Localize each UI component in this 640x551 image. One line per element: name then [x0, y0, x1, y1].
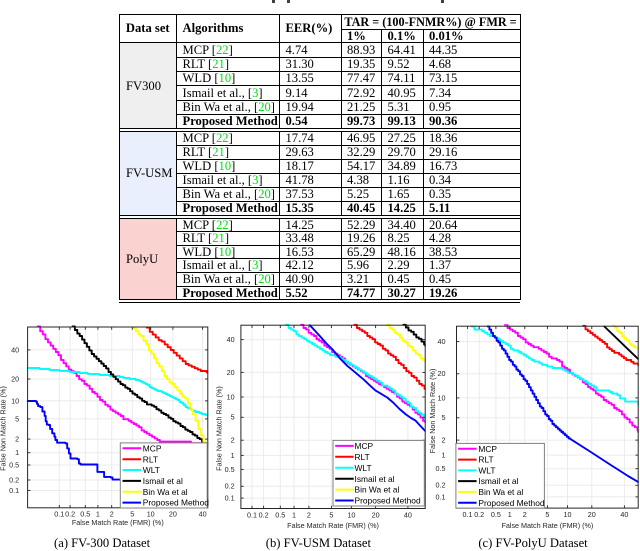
- svg-text:2: 2: [15, 435, 19, 444]
- svg-text:1: 1: [231, 451, 235, 460]
- svg-text:Ismail et al: Ismail et al: [478, 476, 518, 486]
- svg-text:5: 5: [231, 413, 235, 422]
- svg-text:20: 20: [438, 369, 446, 378]
- svg-text:0.5: 0.5: [225, 465, 235, 474]
- svg-text:WLT: WLT: [143, 465, 160, 475]
- svg-text:0.2: 0.2: [474, 510, 484, 519]
- svg-text:Bin Wa et al: Bin Wa et al: [478, 487, 523, 497]
- svg-text:MCP: MCP: [143, 443, 162, 453]
- svg-text:MCP: MCP: [355, 441, 374, 451]
- svg-text:MCP: MCP: [478, 444, 497, 454]
- svg-text:10: 10: [438, 393, 446, 402]
- svg-text:0.1: 0.1: [225, 494, 235, 503]
- svg-text:Bin Wa et al: Bin Wa et al: [143, 487, 188, 497]
- svg-text:2: 2: [307, 510, 311, 519]
- svg-text:5: 5: [442, 413, 446, 422]
- svg-text:2: 2: [523, 510, 527, 519]
- svg-text:0.2: 0.2: [436, 481, 446, 490]
- svg-text:5: 5: [15, 414, 19, 423]
- svg-text:Ismail et al: Ismail et al: [355, 474, 395, 484]
- svg-text:WLT: WLT: [355, 463, 372, 473]
- svg-text:0.2: 0.2: [259, 510, 269, 519]
- svg-text:1: 1: [96, 510, 100, 519]
- svg-text:RLT: RLT: [355, 452, 370, 462]
- svg-text:False Non Match Rate (%): False Non Match Rate (%): [428, 369, 437, 454]
- svg-text:10: 10: [11, 396, 19, 405]
- svg-text:RLT: RLT: [478, 455, 493, 465]
- svg-text:0.1: 0.1: [463, 510, 473, 519]
- svg-text:WLT: WLT: [478, 466, 495, 476]
- svg-text:0.5: 0.5: [275, 510, 285, 519]
- svg-text:1: 1: [292, 510, 296, 519]
- svg-text:False Non Match Rate (%): False Non Match Rate (%): [214, 386, 223, 471]
- svg-text:1: 1: [508, 510, 512, 519]
- svg-text:0.2: 0.2: [65, 510, 75, 519]
- svg-text:False Match Rate (FMR) (%): False Match Rate (FMR) (%): [501, 521, 593, 530]
- svg-text:(c) FV-PolyU Dataset: (c) FV-PolyU Dataset: [478, 536, 588, 550]
- svg-text:5: 5: [130, 510, 134, 519]
- svg-text:0.1: 0.1: [247, 510, 257, 519]
- svg-text:Proposed Method: Proposed Method: [143, 498, 209, 508]
- svg-text:(a) FV-300 Dataset: (a) FV-300 Dataset: [54, 536, 151, 550]
- svg-text:0.5: 0.5: [436, 464, 446, 473]
- svg-text:10: 10: [564, 510, 572, 519]
- svg-text:20: 20: [372, 510, 380, 519]
- svg-text:False Match Rate (FMR) (%): False Match Rate (FMR) (%): [287, 521, 379, 530]
- svg-text:2: 2: [442, 436, 446, 445]
- svg-text:40: 40: [199, 510, 207, 519]
- svg-text:2: 2: [231, 436, 235, 445]
- svg-text:5: 5: [329, 510, 333, 519]
- svg-text:0.1: 0.1: [9, 486, 19, 495]
- svg-text:False Match Rate (FMR) (%): False Match Rate (FMR) (%): [72, 518, 164, 527]
- svg-text:5: 5: [545, 510, 549, 519]
- svg-text:20: 20: [169, 510, 177, 519]
- svg-text:False Non Match Rate (%): False Non Match Rate (%): [0, 386, 8, 471]
- svg-text:0.5: 0.5: [9, 460, 19, 469]
- svg-text:0.5: 0.5: [491, 510, 501, 519]
- svg-text:Bin Wa et al: Bin Wa et al: [355, 485, 400, 495]
- svg-text:1: 1: [442, 451, 446, 460]
- svg-text:Proposed Method: Proposed Method: [478, 498, 544, 508]
- svg-text:40: 40: [620, 510, 628, 519]
- svg-text:Proposed Method: Proposed Method: [355, 496, 421, 506]
- svg-text:40: 40: [11, 345, 19, 354]
- svg-text:40: 40: [438, 337, 446, 346]
- svg-text:10: 10: [227, 392, 235, 401]
- svg-text:(b) FV-USM Dataset: (b) FV-USM Dataset: [266, 536, 372, 550]
- svg-text:RLT: RLT: [143, 454, 158, 464]
- svg-text:20: 20: [11, 374, 19, 383]
- svg-text:Ismail et al: Ismail et al: [143, 476, 183, 486]
- svg-text:40: 40: [404, 510, 412, 519]
- svg-text:0.1: 0.1: [436, 492, 446, 501]
- svg-text:20: 20: [588, 510, 596, 519]
- svg-text:1: 1: [15, 448, 19, 457]
- svg-text:40: 40: [227, 335, 235, 344]
- svg-text:20: 20: [227, 368, 235, 377]
- svg-text:0.2: 0.2: [9, 475, 19, 484]
- svg-text:0.2: 0.2: [225, 482, 235, 491]
- svg-text:10: 10: [347, 510, 355, 519]
- svg-text:0.5: 0.5: [80, 510, 90, 519]
- svg-text:2: 2: [110, 510, 114, 519]
- svg-text:0.1: 0.1: [54, 510, 64, 519]
- svg-text:10: 10: [147, 510, 155, 519]
